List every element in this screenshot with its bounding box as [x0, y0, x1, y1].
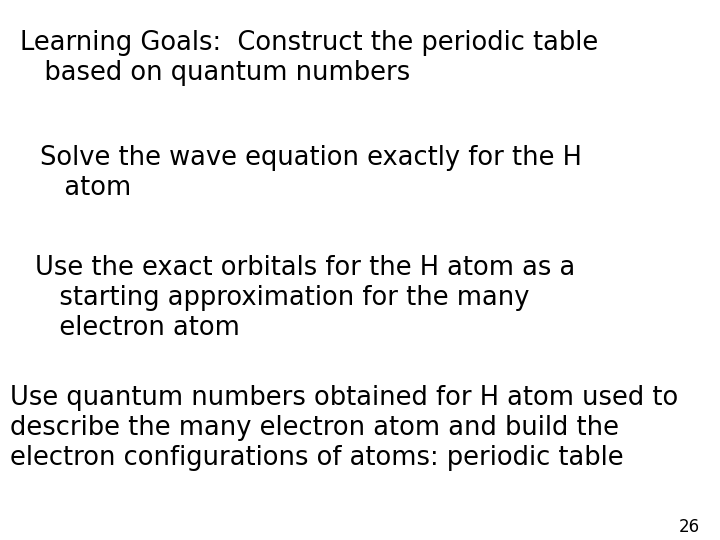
Text: Use quantum numbers obtained for H atom used to: Use quantum numbers obtained for H atom … — [10, 385, 678, 411]
Text: atom: atom — [40, 175, 131, 201]
Text: Use the exact orbitals for the H atom as a: Use the exact orbitals for the H atom as… — [35, 255, 575, 281]
Text: 26: 26 — [679, 518, 700, 536]
Text: electron atom: electron atom — [35, 315, 240, 341]
Text: Solve the wave equation exactly for the H: Solve the wave equation exactly for the … — [40, 145, 582, 171]
Text: starting approximation for the many: starting approximation for the many — [35, 285, 529, 311]
Text: based on quantum numbers: based on quantum numbers — [20, 60, 410, 86]
Text: Learning Goals:  Construct the periodic table: Learning Goals: Construct the periodic t… — [20, 30, 598, 56]
Text: electron configurations of atoms: periodic table: electron configurations of atoms: period… — [10, 445, 624, 471]
Text: describe the many electron atom and build the: describe the many electron atom and buil… — [10, 415, 619, 441]
